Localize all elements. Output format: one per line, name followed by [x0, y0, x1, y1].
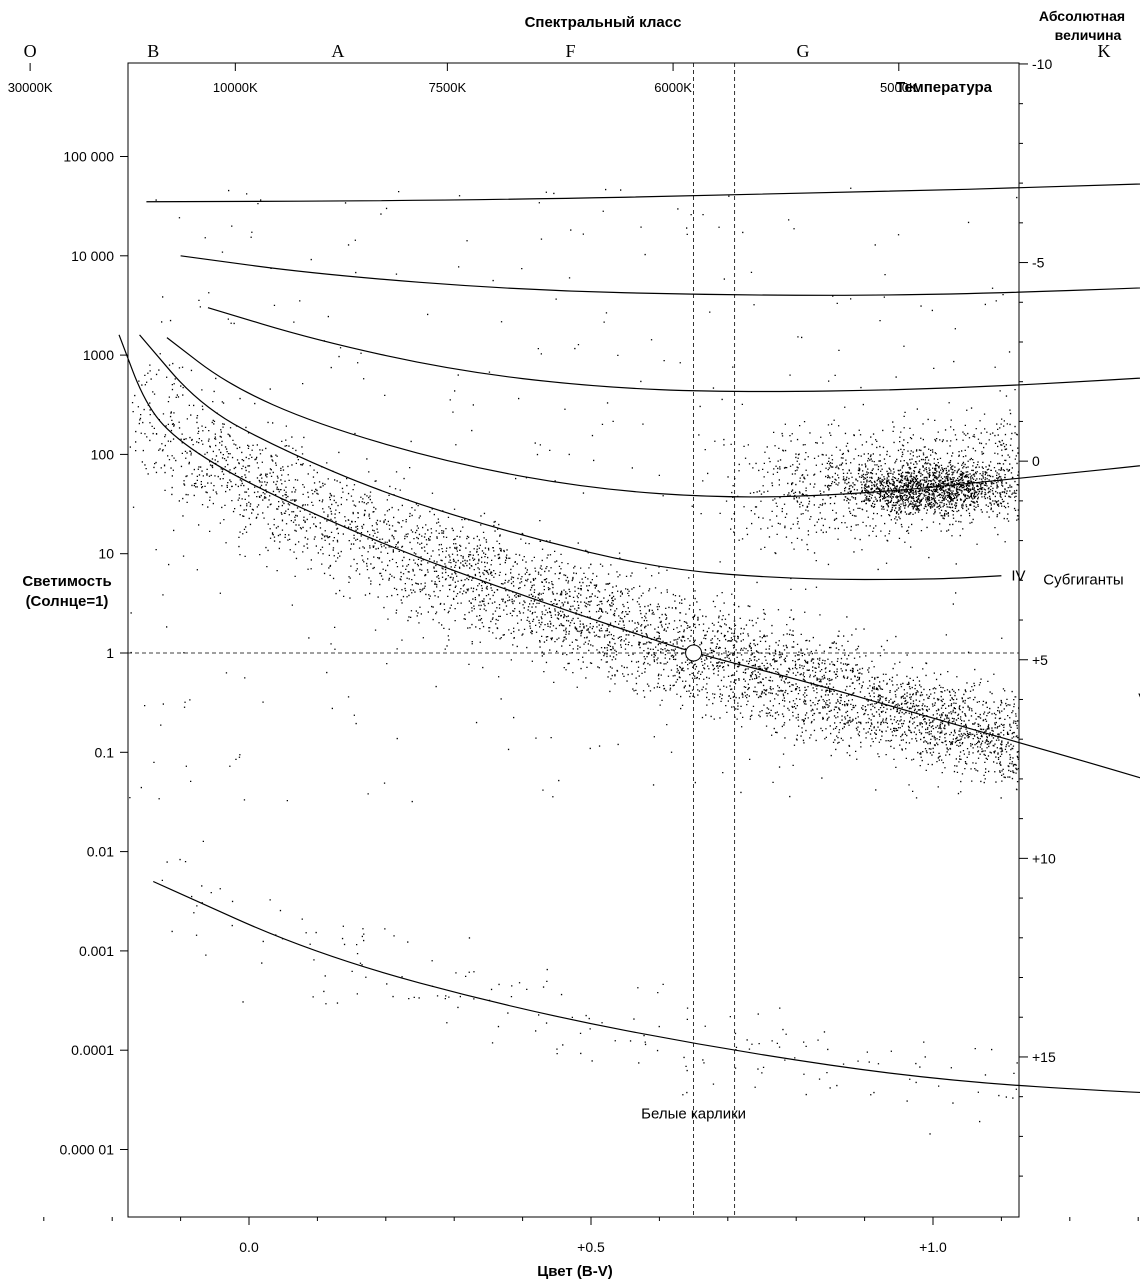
y-tick-label: 1000	[83, 347, 114, 363]
sequence-curve-ii	[207, 307, 1140, 393]
sequence-curve-white-dwarfs	[152, 880, 1140, 1094]
right-tick-label: +15	[1032, 1049, 1056, 1065]
temperature-label: 30000K	[8, 80, 53, 95]
x-axis-title: Цвет (B-V)	[537, 1263, 612, 1280]
x-tick-label: 0.0	[239, 1239, 259, 1255]
absolute-magnitude-title-line1: Абсолютная	[1039, 8, 1125, 24]
right-tick-label: +5	[1032, 652, 1048, 668]
sequence-curve-iii	[166, 337, 1140, 498]
y-tick-label: 100	[91, 446, 115, 462]
y-tick-label: 0.01	[87, 844, 114, 860]
spectral-temperature-axis: OBAFGKM30000K10000K7500K6000K5000K4000K3…	[8, 41, 1111, 95]
y-tick-label: 0.001	[79, 943, 114, 959]
x-tick-label: +1.0	[919, 1239, 947, 1255]
right-tick-label: 0	[1032, 453, 1040, 469]
sequence-curve-iv	[139, 334, 1002, 581]
spectral-class-label: A	[331, 41, 344, 61]
region-label: Белые карлики	[641, 1106, 746, 1123]
plot-frame	[127, 62, 1020, 1218]
luminosity-class-curves: IaIbIIIIIIVV	[118, 183, 1140, 1094]
y-tick-label: 10 000	[71, 248, 114, 264]
sequence-curve-ib	[180, 255, 1140, 296]
temperature-label: 7500K	[429, 80, 467, 95]
spectral-class-label: G	[797, 41, 810, 61]
y-axis-ticks: 100 000 10 000 1000 100 10 1 0.1 0.01 0.001 0.000…	[60, 149, 128, 1158]
y-tick-label: 0.000 01	[60, 1142, 115, 1158]
y-axis-title-line2: (Солнце=1)	[26, 593, 109, 610]
region-annotations: СверхгигантыЯркие гигантыГигантыСубгиган…	[641, 571, 1124, 1123]
y-tick-label: 0.1	[95, 744, 115, 760]
temperature-title: Температура	[896, 79, 993, 96]
absolute-magnitude-title-line2: величина	[1055, 27, 1122, 43]
sequence-curve-ia	[146, 183, 1140, 203]
y-tick-label: 10	[98, 546, 114, 562]
sun-marker	[685, 644, 703, 662]
region-label: Субгиганты	[1043, 571, 1123, 588]
sequence-curve-v	[118, 334, 1140, 779]
star-points	[129, 187, 1020, 1135]
star-scatter	[129, 187, 1020, 1135]
y-tick-label: 1	[106, 645, 114, 661]
x-axis-ticks: 0.0+0.5+1.0+1.5+2.0	[43, 1217, 1139, 1255]
spectral-class-label: B	[147, 41, 159, 61]
temperature-label: 5000K	[880, 80, 918, 95]
right-axis-ticks: -10 -5 0 +5 +10 +15	[1019, 56, 1056, 1177]
y-axis-title-line1: Светимость	[22, 573, 111, 590]
right-tick-label: +10	[1032, 850, 1056, 866]
reference-lines	[128, 63, 1019, 1217]
spectral-class-label: O	[24, 41, 37, 61]
sequence-label-iv: IV	[1011, 568, 1025, 585]
x-tick-label: +0.5	[577, 1239, 605, 1255]
sequence-label-v: V	[1138, 690, 1140, 707]
y-tick-label: 100 000	[63, 149, 114, 165]
temperature-label: 10000K	[213, 80, 258, 95]
spectral-class-label: K	[1098, 41, 1111, 61]
y-tick-label: 0.0001	[71, 1042, 114, 1058]
spectral-class-title: Спектральный класс	[525, 14, 682, 31]
temperature-label: 6000K	[654, 80, 692, 95]
right-tick-label: -5	[1032, 255, 1045, 271]
right-tick-label: -10	[1032, 56, 1052, 72]
spectral-class-label: F	[565, 41, 575, 61]
